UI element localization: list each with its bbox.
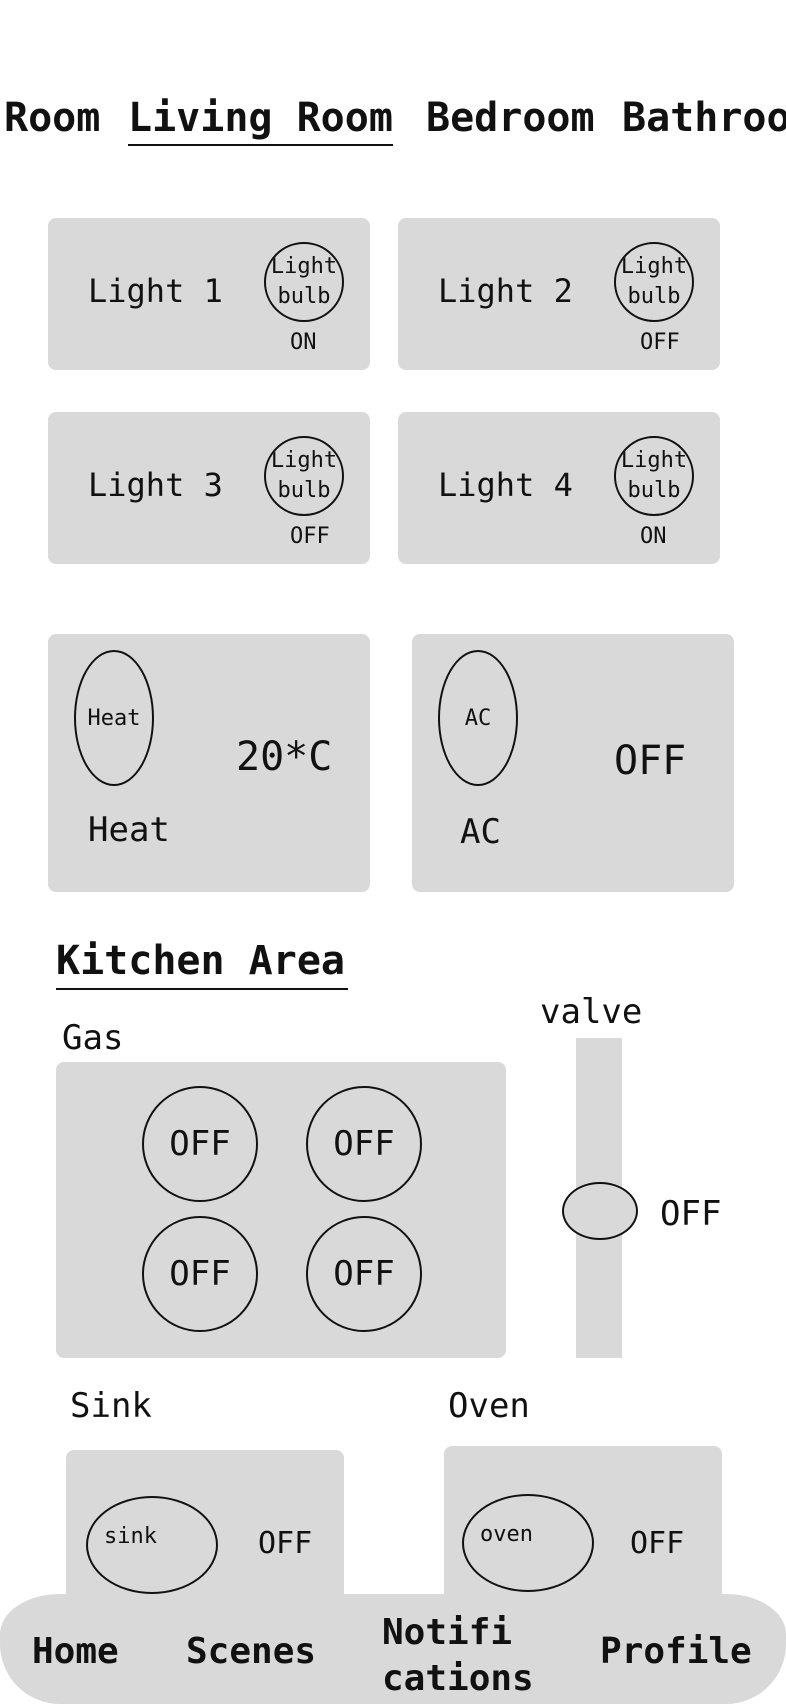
lightbulb-icon[interactable]: Light bulb (614, 242, 694, 322)
gas-label: Gas (62, 1018, 124, 1058)
bottom-navigation-bar (0, 1594, 786, 1704)
light-3-name: Light 3 (88, 466, 223, 504)
gas-burner-1[interactable]: OFF (142, 1086, 258, 1202)
nav-notifications-line1: Notifi (382, 1612, 513, 1653)
tab-bedroom[interactable]: Bedroom (426, 95, 595, 141)
nav-home[interactable]: Home (32, 1631, 119, 1672)
light-1-name: Light 1 (88, 272, 223, 310)
heat-label: Heat (88, 810, 170, 850)
tab-bathroom[interactable]: Bathroo (622, 95, 786, 141)
oven-state: OFF (630, 1526, 685, 1561)
gas-burner-2[interactable]: OFF (306, 1086, 422, 1202)
sink-state: OFF (258, 1526, 313, 1561)
sink-label: Sink (70, 1386, 152, 1426)
light-1-state: ON (290, 330, 317, 355)
gas-stove-card (56, 1062, 506, 1358)
oven-icon[interactable]: oven (462, 1494, 594, 1592)
sink-icon-text: sink (104, 1524, 157, 1549)
gas-burner-4[interactable]: OFF (306, 1216, 422, 1332)
oven-icon-text: oven (480, 1522, 533, 1547)
ac-label: AC (460, 812, 501, 852)
heat-value: 20*C (236, 734, 333, 780)
nav-profile[interactable]: Profile (600, 1631, 752, 1672)
light-2-name: Light 2 (438, 272, 573, 310)
nav-scenes[interactable]: Scenes (186, 1631, 317, 1672)
heat-icon[interactable]: Heat (74, 650, 154, 786)
valve-state: OFF (660, 1194, 722, 1234)
light-4-name: Light 4 (438, 466, 573, 504)
lightbulb-icon[interactable]: Light bulb (264, 242, 344, 322)
nav-notifications-line2: cations (382, 1658, 534, 1699)
lightbulb-icon[interactable]: Light bulb (264, 436, 344, 516)
ac-value: OFF (614, 738, 687, 784)
lightbulb-icon[interactable]: Light bulb (614, 436, 694, 516)
oven-label: Oven (448, 1386, 530, 1426)
ac-icon[interactable]: AC (438, 650, 518, 786)
kitchen-area-heading: Kitchen Area (56, 938, 348, 990)
valve-slider-handle[interactable] (562, 1182, 638, 1240)
valve-label: valve (540, 992, 643, 1032)
tab-living-room[interactable]: Living Room (128, 92, 393, 146)
light-2-state: OFF (640, 330, 680, 355)
gas-burner-3[interactable]: OFF (142, 1216, 258, 1332)
nav-notifications[interactable]: Notifi cations (382, 1610, 534, 1702)
light-4-state: ON (640, 524, 667, 549)
light-3-state: OFF (290, 524, 330, 549)
sink-icon[interactable]: sink (86, 1496, 218, 1594)
tab-room[interactable]: Room (4, 95, 101, 141)
